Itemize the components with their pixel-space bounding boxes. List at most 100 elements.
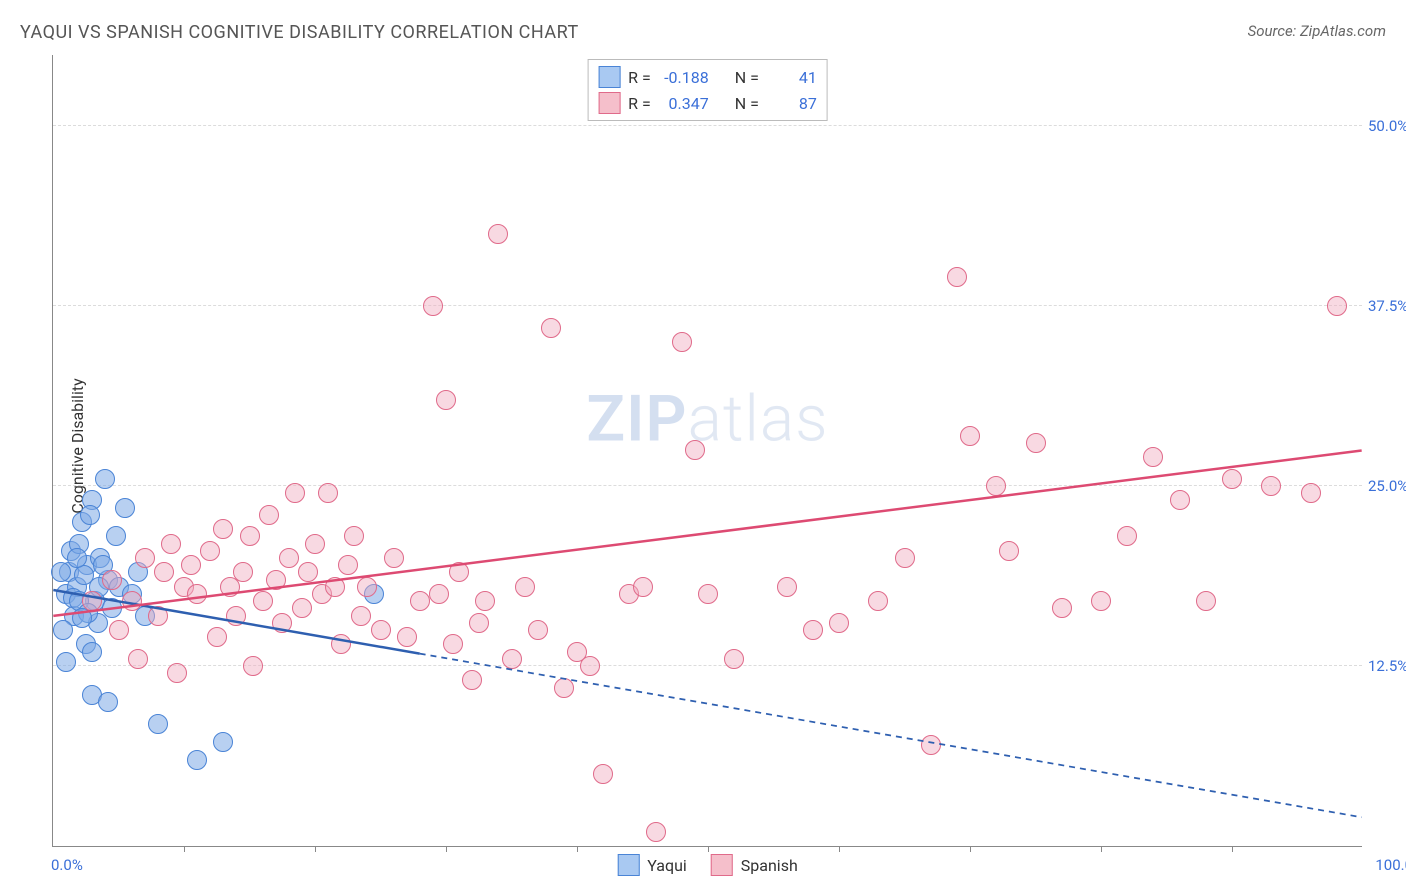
data-point (95, 469, 115, 489)
data-point (325, 577, 345, 597)
data-point (98, 692, 118, 712)
trend-lines (53, 55, 1362, 846)
data-point (357, 577, 377, 597)
legend-swatch-icon (617, 854, 639, 876)
data-point (181, 555, 201, 575)
x-tick (1101, 846, 1102, 852)
data-point (410, 591, 430, 611)
data-point (1117, 526, 1137, 546)
n-value: 87 (767, 94, 817, 113)
data-point (895, 548, 915, 568)
data-point (200, 541, 220, 561)
data-point (423, 296, 443, 316)
x-axis-min-label: 0.0% (51, 856, 83, 874)
data-point (384, 548, 404, 568)
data-point (67, 548, 87, 568)
gridline: 37.5% (53, 305, 1362, 306)
watermark: ZIPatlas (586, 381, 828, 456)
data-point (318, 483, 338, 503)
data-point (285, 483, 305, 503)
data-point (672, 332, 692, 352)
data-point (777, 577, 797, 597)
data-point (72, 608, 92, 628)
data-point (102, 598, 122, 618)
data-point (685, 440, 705, 460)
data-point (135, 548, 155, 568)
data-point (462, 670, 482, 690)
data-point (999, 541, 1019, 561)
data-point (593, 764, 613, 784)
data-point (167, 663, 187, 683)
data-point (868, 591, 888, 611)
data-point (106, 526, 126, 546)
x-tick (446, 846, 447, 852)
data-point (187, 584, 207, 604)
x-tick (1232, 846, 1233, 852)
x-tick (708, 846, 709, 852)
data-point (266, 570, 286, 590)
legend-stats-row: R = 0.347 N = 87 (598, 90, 817, 116)
data-point (161, 534, 181, 554)
x-tick (315, 846, 316, 852)
r-value: 0.347 (659, 94, 709, 113)
gridline: 25.0% (53, 485, 1362, 486)
r-label: R = (628, 68, 651, 87)
data-point (1327, 296, 1347, 316)
data-point (122, 591, 142, 611)
legend-swatch-icon (598, 66, 620, 88)
data-point (305, 534, 325, 554)
data-point (429, 584, 449, 604)
x-tick (970, 846, 971, 852)
watermark-light: atlas (688, 381, 829, 456)
watermark-bold: ZIP (586, 381, 687, 456)
data-point (154, 562, 174, 582)
data-point (240, 526, 260, 546)
legend-swatch-icon (711, 854, 733, 876)
x-tick (839, 846, 840, 852)
data-point (56, 652, 76, 672)
legend-series: Yaqui Spanish (617, 854, 798, 876)
legend-label: Spanish (741, 856, 798, 875)
scatter-chart: ZIPatlas R = -0.188 N = 41 R = 0.347 N =… (52, 55, 1362, 847)
data-point (397, 627, 417, 647)
data-point (1301, 483, 1321, 503)
legend-stats-row: R = -0.188 N = 41 (598, 64, 817, 90)
data-point (80, 505, 100, 525)
data-point (51, 562, 71, 582)
data-point (243, 656, 263, 676)
data-point (449, 562, 469, 582)
data-point (128, 649, 148, 669)
n-label: N = (735, 94, 759, 113)
data-point (960, 426, 980, 446)
data-point (351, 606, 371, 626)
data-point (213, 519, 233, 539)
data-point (226, 606, 246, 626)
data-point (82, 591, 102, 611)
data-point (921, 735, 941, 755)
data-point (102, 570, 122, 590)
data-point (469, 613, 489, 633)
y-tick-label: 25.0% (1368, 477, 1406, 495)
data-point (1261, 476, 1281, 496)
data-point (279, 548, 299, 568)
n-label: N = (735, 68, 759, 87)
data-point (1196, 591, 1216, 611)
data-point (53, 620, 73, 640)
data-point (148, 606, 168, 626)
data-point (213, 732, 233, 752)
data-point (554, 678, 574, 698)
data-point (502, 649, 522, 669)
data-point (187, 750, 207, 770)
legend-label: Yaqui (647, 856, 687, 875)
data-point (148, 714, 168, 734)
data-point (1091, 591, 1111, 611)
data-point (829, 613, 849, 633)
data-point (724, 649, 744, 669)
data-point (82, 642, 102, 662)
data-point (646, 822, 666, 842)
data-point (515, 577, 535, 597)
data-point (259, 505, 279, 525)
legend-swatch-icon (598, 92, 620, 114)
x-axis-max-label: 100.0% (1375, 856, 1406, 874)
data-point (443, 634, 463, 654)
